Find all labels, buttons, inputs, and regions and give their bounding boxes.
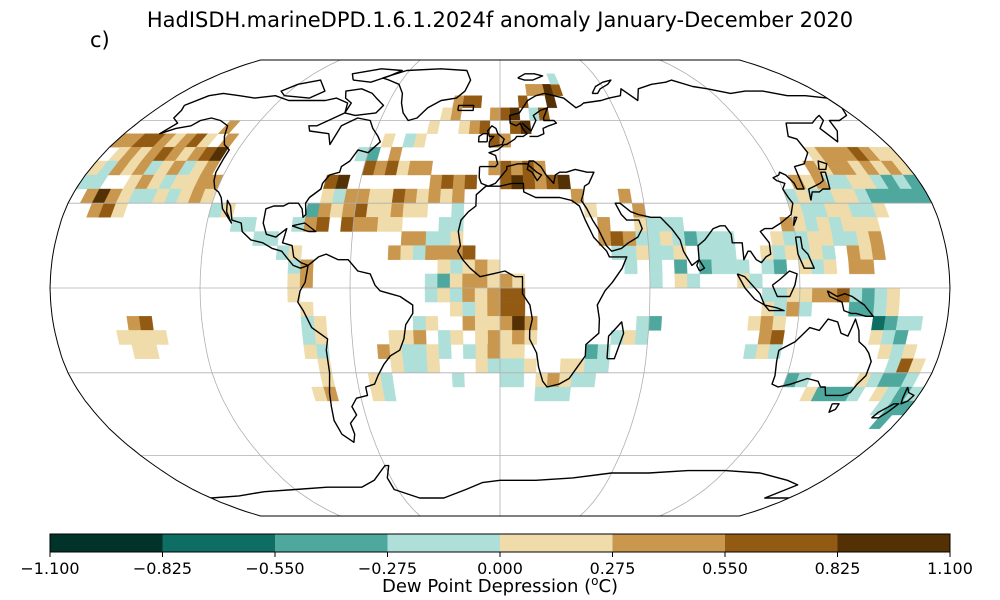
colorbar-swatch bbox=[162, 534, 276, 552]
coastlines bbox=[159, 68, 915, 499]
coastline-iceland bbox=[457, 104, 475, 112]
coastline-tasmania bbox=[828, 403, 840, 413]
coastline-canadian-arctic bbox=[280, 79, 326, 99]
coastline-japan bbox=[808, 171, 831, 201]
grid-cell bbox=[143, 344, 160, 359]
graticule bbox=[50, 60, 950, 516]
grid-cell bbox=[462, 344, 476, 359]
colorbar-label-unit: C) bbox=[598, 576, 619, 597]
grid-cell bbox=[624, 259, 638, 275]
grid-cell bbox=[767, 344, 783, 359]
coastline-new-zealand-south bbox=[871, 403, 900, 419]
grid-cell bbox=[471, 95, 483, 108]
grid-cell bbox=[871, 245, 886, 260]
colorbar-tick-label: 0.000 bbox=[477, 559, 523, 578]
coastline-greenland bbox=[382, 68, 472, 122]
grid-cell bbox=[868, 414, 893, 429]
coastline-antarctica bbox=[211, 464, 799, 499]
grid-cell bbox=[557, 386, 571, 402]
map-boundary bbox=[49, 59, 951, 517]
coastline-uk bbox=[486, 125, 505, 148]
colorbar-tick-label: 0.825 bbox=[814, 559, 861, 578]
grid-cell bbox=[464, 174, 478, 190]
grid-cell bbox=[419, 160, 434, 176]
grid-cell bbox=[153, 330, 169, 345]
grid-cell bbox=[402, 133, 417, 148]
grid-cell bbox=[557, 174, 571, 190]
coastline-eurasia bbox=[478, 79, 848, 267]
grid-cell bbox=[546, 73, 560, 85]
grid-cell bbox=[438, 344, 452, 359]
coastline-baffin bbox=[344, 88, 385, 117]
colorbar-swatch bbox=[275, 534, 388, 552]
coastline-cuba bbox=[291, 222, 317, 233]
coastline-south-america bbox=[297, 253, 414, 443]
grid-cell bbox=[517, 95, 529, 108]
grid-cell bbox=[908, 316, 924, 331]
colorbar-label: Dew Point Depression (oC) bbox=[0, 574, 1000, 597]
coastline-africa bbox=[457, 182, 628, 388]
grid-cell bbox=[389, 217, 403, 232]
colorbar-swatch bbox=[387, 534, 501, 552]
coastline-sri-lanka bbox=[696, 259, 706, 272]
colorbar-tick-label: 0.550 bbox=[702, 559, 748, 578]
anomaly-map bbox=[49, 59, 951, 517]
colorbar-swatch bbox=[725, 534, 838, 552]
coastline-australia bbox=[771, 318, 872, 397]
grid-cell bbox=[860, 259, 875, 275]
coastline-scandinavia-baltic bbox=[521, 107, 558, 138]
grid-cell bbox=[622, 231, 637, 246]
grid-cell bbox=[773, 259, 788, 275]
coastline-taiwan bbox=[792, 216, 798, 227]
coastline-svalbard bbox=[517, 73, 544, 81]
grid-cell bbox=[380, 133, 396, 148]
grid-cell bbox=[311, 386, 328, 402]
grid-cell bbox=[533, 84, 546, 96]
grid-cell bbox=[723, 259, 738, 275]
colorbar-tick-label: −1.100 bbox=[20, 559, 80, 578]
grid-cell bbox=[450, 330, 464, 345]
coastline-north-america bbox=[159, 92, 381, 269]
grid-cell bbox=[823, 259, 838, 275]
colorbar-tick-label: −0.825 bbox=[132, 559, 193, 578]
colorbar-swatch bbox=[837, 534, 951, 552]
anomaly-grid-cells bbox=[75, 73, 933, 429]
colorbar-swatch bbox=[50, 534, 163, 552]
colorbar-tick-label: 0.275 bbox=[589, 559, 636, 578]
panel-label: c) bbox=[90, 28, 110, 52]
coastline-new-guinea bbox=[826, 290, 874, 317]
coastline-borneo bbox=[771, 270, 798, 298]
map-title: HadISDH.marineDPD.1.6.1.2024f anomaly Ja… bbox=[146, 8, 854, 32]
colorbar-swatch bbox=[500, 534, 613, 552]
coastline-java bbox=[763, 304, 785, 312]
coastline-novaya-zemlya bbox=[591, 79, 612, 95]
coastline-ellesmere bbox=[351, 68, 403, 83]
grid-cell bbox=[315, 217, 330, 232]
colorbar-label-text: Dew Point Depression ( bbox=[381, 576, 592, 597]
colorbar-tick-label: 1.100 bbox=[927, 559, 973, 578]
coastline-new-zealand-north bbox=[900, 386, 915, 405]
colorbar-label-sup: o bbox=[591, 574, 599, 588]
colorbar-swatch bbox=[612, 534, 726, 552]
grid-cell bbox=[301, 330, 317, 345]
coastline-philippines bbox=[794, 236, 815, 269]
colorbar-tick-label: −0.275 bbox=[357, 559, 418, 578]
coastline-ireland bbox=[477, 133, 489, 143]
coastline-hokkaido bbox=[817, 160, 828, 171]
colorbar-tick-label: −0.550 bbox=[245, 559, 305, 578]
grid-cell bbox=[241, 217, 258, 232]
coastline-madagascar bbox=[606, 321, 625, 360]
grid-cell bbox=[370, 386, 386, 402]
grid-cell bbox=[869, 400, 893, 416]
